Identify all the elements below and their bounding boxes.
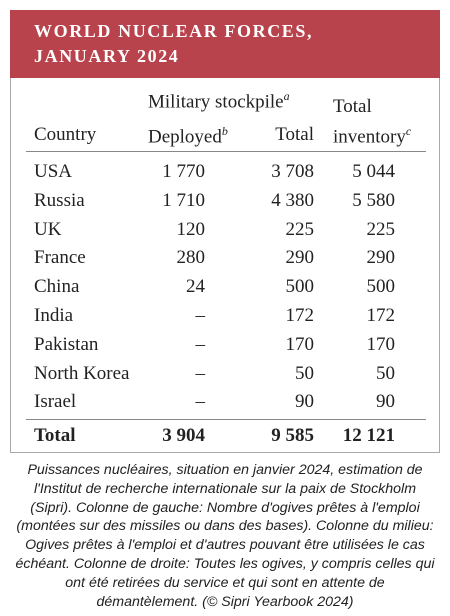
caption-line: Puissances nucléaires, situation en janv…: [27, 462, 423, 478]
cell: 290: [285, 247, 315, 269]
cell: 3 708: [271, 161, 314, 182]
cell: 280: [176, 247, 206, 269]
cell: 170: [285, 333, 315, 355]
row-label: China: [34, 276, 80, 298]
cell: 500: [366, 276, 396, 298]
column-header-text: Deployed: [148, 126, 222, 148]
cell: 500: [285, 276, 315, 298]
caption-line: (Sipri). Colonne de gauche: Nombre d'ogi…: [30, 499, 420, 516]
row-label: India: [34, 305, 74, 326]
caption-line: l'Institut de recherche internationale s…: [33, 480, 417, 497]
cell: 172: [285, 305, 315, 326]
cell: 5 580: [352, 189, 395, 211]
group-header-text: Military stockpile: [148, 91, 284, 113]
column-header: Country: [34, 124, 97, 145]
row-label: Russia: [34, 189, 85, 211]
cell: 90: [295, 391, 314, 413]
cell: 290: [366, 247, 396, 269]
footnote-mark: a: [283, 89, 290, 103]
title-line: WORLD NUCLEAR FORCES,: [34, 21, 314, 41]
footnote-mark: b: [221, 124, 228, 138]
row-label: Total: [34, 425, 76, 446]
caption-line: démantèlement. (© Sipri Yearbook 2024): [96, 593, 354, 610]
row-label: France: [34, 247, 86, 269]
cell: 12 121: [342, 425, 395, 446]
cell: 170: [366, 333, 396, 355]
cell: 225: [285, 218, 315, 240]
caption-line: échéant. Colonne de droite: Toutes les o…: [15, 556, 435, 572]
row-label: Israel: [34, 391, 77, 413]
title-line: JANUARY 2024: [34, 46, 180, 66]
column-header: inventoryc: [333, 125, 411, 146]
column-header: Total: [275, 124, 314, 145]
cell: –: [195, 362, 206, 384]
cell: 225: [366, 218, 396, 240]
cell: 5 044: [352, 161, 395, 182]
header: WORLD NUCLEAR FORCES, JANUARY 2024: [10, 10, 440, 78]
row-label: UK: [34, 218, 62, 240]
cell: 24: [186, 276, 205, 298]
rule: [26, 419, 426, 420]
column-header: Total: [333, 96, 372, 117]
caption-line: Ogives prêtes à l'emploi et d'autres pou…: [25, 537, 425, 554]
cell: 3 904: [162, 425, 205, 446]
cell: 50: [295, 362, 314, 384]
cell: 50: [376, 362, 395, 384]
cell: 4 380: [271, 189, 314, 211]
caption-line: ont été retirées du service et qui sont …: [65, 574, 385, 591]
group-header: Military stockpilea: [148, 90, 290, 111]
row-label: North Korea: [34, 362, 130, 384]
cell: 1 770: [162, 161, 205, 182]
row-label: USA: [34, 161, 73, 182]
rule: [26, 151, 426, 152]
cell: –: [195, 333, 206, 355]
cell: 120: [176, 218, 206, 240]
cell: 1 710: [162, 189, 205, 211]
cell: 9 585: [271, 425, 314, 446]
cell: –: [195, 305, 206, 326]
row-label: Pakistan: [34, 333, 99, 355]
column-header-text: inventory: [333, 126, 406, 148]
cell: 172: [366, 305, 396, 326]
column-header: Deployedb: [148, 125, 228, 146]
caption-line: (montées sur des missiles ou dans des ba…: [16, 518, 434, 535]
cell: –: [195, 391, 206, 413]
footnote-mark: c: [405, 124, 412, 138]
cell: 90: [376, 391, 395, 413]
